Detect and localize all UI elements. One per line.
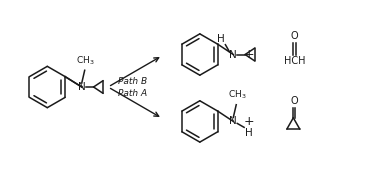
Text: Path B: Path B: [118, 77, 147, 86]
Text: O: O: [291, 31, 299, 41]
Text: N: N: [78, 82, 85, 92]
Text: HCH: HCH: [284, 57, 305, 66]
Text: H: H: [245, 128, 253, 138]
Text: +: +: [244, 48, 254, 61]
Text: O: O: [290, 96, 298, 106]
Text: H: H: [217, 34, 225, 44]
Text: CH$_3$: CH$_3$: [228, 88, 246, 101]
Text: CH$_3$: CH$_3$: [76, 55, 95, 67]
Text: N: N: [229, 116, 237, 126]
Text: N: N: [229, 50, 237, 60]
Text: Path A: Path A: [118, 89, 147, 98]
Text: +: +: [244, 115, 254, 128]
